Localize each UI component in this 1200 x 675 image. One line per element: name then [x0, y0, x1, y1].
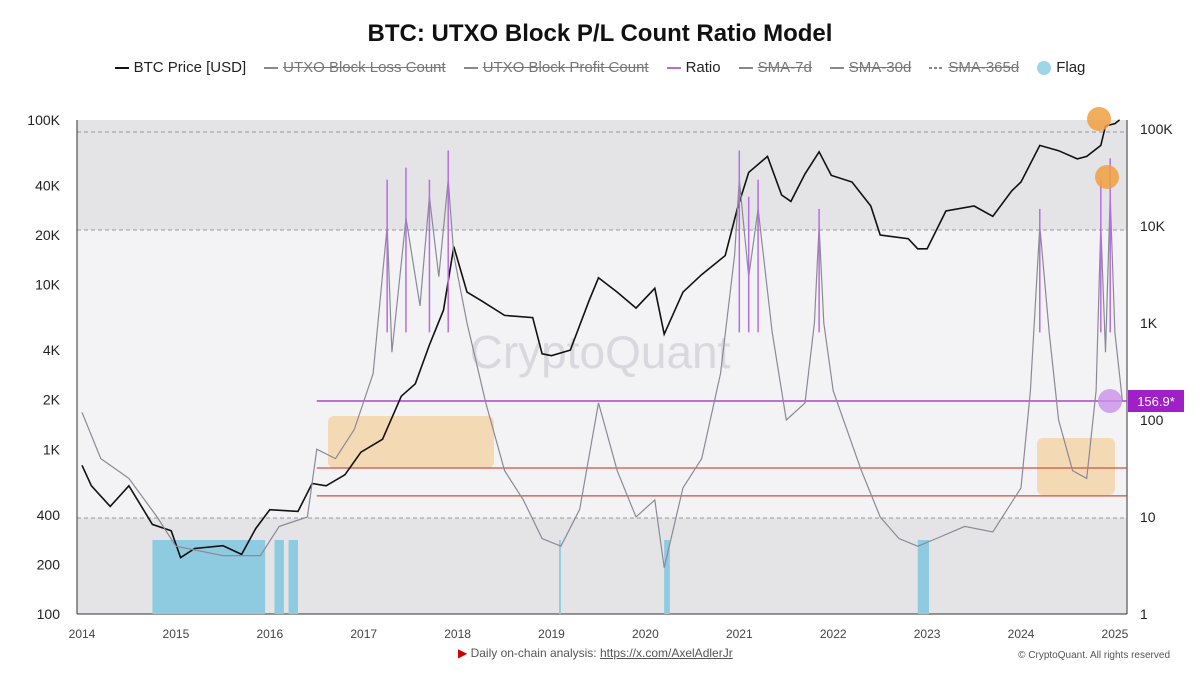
- x-tick-label: 2024: [1008, 627, 1035, 641]
- x-tick-label: 2015: [163, 627, 190, 641]
- flag-bar: [664, 540, 670, 614]
- legend-label: SMA-365d: [948, 59, 1020, 76]
- legend-swatch: [114, 66, 129, 69]
- legend-item[interactable]: SMA-7d: [738, 59, 812, 76]
- x-tick-label: 2025: [1102, 627, 1129, 641]
- btc-price-line: [81, 119, 1121, 559]
- legend-item[interactable]: SMA-30d: [829, 59, 912, 76]
- legend-swatch: [463, 66, 478, 69]
- footer: ▶ Daily on-chain analysis: https://x.com…: [458, 646, 733, 660]
- current-marker: [1098, 389, 1122, 413]
- y-left-tick-label: 2K: [43, 392, 61, 408]
- current-value-label: 156.9*: [1137, 394, 1175, 409]
- x-tick-label: 2023: [914, 627, 941, 641]
- flag-bar: [559, 540, 561, 614]
- watermark: CryptoQuant: [470, 326, 731, 378]
- y-left-tick-label: 200: [37, 556, 61, 572]
- y-right-tick-label: 10: [1140, 509, 1156, 525]
- legend-item[interactable]: UTXO Block Profit Count: [463, 59, 649, 76]
- x-tick-label: 2018: [444, 627, 471, 641]
- x-tick-label: 2022: [820, 627, 847, 641]
- legend-swatch: [666, 66, 681, 69]
- x-tick-label: 2017: [350, 627, 377, 641]
- flag-bar: [917, 540, 929, 614]
- flag-bar: [274, 540, 284, 614]
- legend-label: BTC Price [USD]: [133, 59, 247, 76]
- y-left-tick-label: 100K: [27, 112, 60, 128]
- legend-label: SMA-30d: [848, 59, 912, 76]
- flag-bar: [288, 540, 298, 614]
- copyright: © CryptoQuant. All rights reserved: [1018, 650, 1170, 661]
- top-marker: [1095, 165, 1119, 189]
- y-right-tick-label: 100K: [1140, 121, 1173, 137]
- y-left-tick-label: 1K: [43, 441, 61, 457]
- legend-item[interactable]: UTXO Block Loss Count: [264, 59, 446, 76]
- legend-item[interactable]: Ratio: [666, 59, 721, 76]
- legend-label: UTXO Block Loss Count: [283, 59, 446, 76]
- y-left-tick-label: 400: [37, 507, 61, 523]
- y-left-tick-label: 4K: [43, 342, 61, 358]
- legend-item[interactable]: SMA-365d: [929, 59, 1019, 76]
- highlight-zone: [1037, 438, 1115, 495]
- legend-swatch: [929, 66, 944, 69]
- chart-title: BTC: UTXO Block P/L Count Ratio Model: [367, 20, 833, 47]
- legend: BTC Price [USD] UTXO Block Loss Count UTXO…: [0, 59, 1200, 76]
- y-left-tick-label: 100: [37, 606, 61, 622]
- legend-swatch: [738, 66, 753, 69]
- y-right-tick-label: 1: [1140, 606, 1148, 622]
- y-right-tick-label: 1K: [1140, 315, 1158, 331]
- footer-text: Daily on-chain analysis:: [470, 646, 600, 660]
- legend-swatch: [829, 66, 844, 69]
- legend-label: Flag: [1056, 59, 1086, 76]
- highlight-zone: [328, 416, 494, 468]
- y-left-tick-label: 40K: [35, 177, 61, 193]
- footer-link[interactable]: https://x.com/AxelAdlerJr: [599, 646, 733, 660]
- y-left-tick-label: 10K: [35, 277, 61, 293]
- current-value-badge: [1128, 390, 1184, 412]
- x-tick-label: 2020: [632, 627, 659, 641]
- x-tick-label: 2016: [256, 627, 283, 641]
- top-marker: [1087, 107, 1111, 131]
- x-tick-label: 2014: [69, 627, 96, 641]
- y-right-tick-label: 10K: [1140, 218, 1166, 234]
- legend-item[interactable]: BTC Price [USD]: [114, 59, 247, 76]
- y-left-tick-label: 20K: [35, 227, 61, 243]
- legend-label: SMA-7d: [757, 59, 812, 76]
- x-tick-label: 2021: [726, 627, 753, 641]
- legend-item[interactable]: Flag: [1037, 59, 1085, 76]
- flag-bar: [152, 540, 266, 614]
- legend-label: Ratio: [685, 59, 721, 76]
- upper-band: [77, 120, 1127, 230]
- flag-icon: ▶: [458, 646, 468, 660]
- legend-label: UTXO Block Profit Count: [482, 59, 649, 76]
- y-right-tick-label: 100: [1140, 412, 1164, 428]
- x-tick-label: 2019: [538, 627, 565, 641]
- ratio-line: [81, 179, 1123, 568]
- legend-swatch: [264, 66, 279, 69]
- legend-swatch: [1037, 60, 1052, 75]
